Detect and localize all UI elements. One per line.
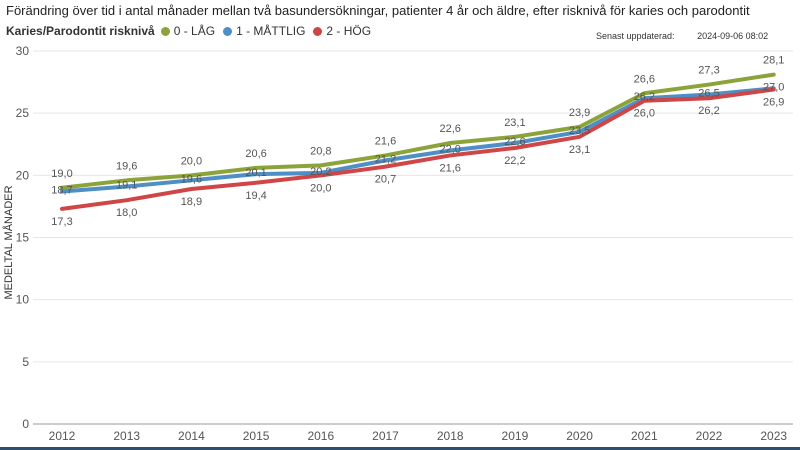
data-label: 20,0 <box>181 155 202 167</box>
data-label: 22,0 <box>439 143 460 155</box>
y-tick-label: 0 <box>22 417 29 431</box>
data-label: 21,2 <box>375 153 396 165</box>
last-updated-timestamp: 2024-09-06 08:02 <box>697 31 769 41</box>
y-tick-label: 10 <box>16 293 30 307</box>
data-label: 26,5 <box>698 88 719 100</box>
data-label: 27,0 <box>763 81 784 93</box>
x-tick-label: 2021 <box>631 429 658 443</box>
x-tick-label: 2018 <box>437 429 464 443</box>
data-label: 27,3 <box>698 65 719 77</box>
data-label: 20,6 <box>245 148 266 160</box>
data-label: 20,0 <box>310 182 331 194</box>
x-tick-label: 2013 <box>113 429 140 443</box>
data-label: 19,0 <box>51 168 72 180</box>
data-label: 23,5 <box>569 125 590 137</box>
data-label: 26,2 <box>634 91 655 103</box>
legend-item-lag[interactable]: 0 - LÅG <box>160 24 216 38</box>
bottom-divider <box>0 447 800 450</box>
last-updated-label: Senast uppdaterad: <box>596 31 675 41</box>
legend-label: 1 - MÅTTLIG <box>236 24 306 38</box>
data-label: 22,6 <box>504 136 525 148</box>
data-label: 17,3 <box>51 216 72 228</box>
y-axis-title: MEDELTAL MÅNADER <box>2 185 15 299</box>
data-label: 26,0 <box>634 108 655 120</box>
data-label: 19,1 <box>116 180 137 192</box>
data-label: 19,6 <box>116 160 137 172</box>
legend-title: Karies/Parodontit risknivå <box>6 24 155 38</box>
series-line-0[interactable] <box>60 72 776 190</box>
legend-label: 0 - LÅG <box>173 24 216 38</box>
x-tick-label: 2020 <box>566 429 593 443</box>
legend-dot-icon <box>223 26 233 36</box>
data-label: 28,1 <box>763 55 784 67</box>
x-tick-label: 2023 <box>760 429 787 443</box>
data-label: 19,6 <box>181 173 202 185</box>
data-label: 23,1 <box>569 144 590 156</box>
y-tick-label: 25 <box>16 106 30 120</box>
data-label: 18,7 <box>51 184 72 196</box>
data-label: 21,6 <box>439 162 460 174</box>
data-label: 26,6 <box>634 73 655 85</box>
x-tick-label: 2017 <box>372 429 399 443</box>
y-tick-label: 15 <box>16 231 30 245</box>
x-tick-label: 2016 <box>307 429 334 443</box>
legend-dot-icon <box>313 26 323 36</box>
legend-label: 2 - HÖG <box>326 24 372 38</box>
series-line-2[interactable] <box>60 87 776 211</box>
data-label: 20,7 <box>375 174 396 186</box>
x-tick-label: 2012 <box>49 429 76 443</box>
data-label: 26,2 <box>698 105 719 117</box>
x-tick-label: 2014 <box>178 429 205 443</box>
data-label: 20,1 <box>245 167 266 179</box>
x-tick-label: 2022 <box>696 429 723 443</box>
y-tick-label: 20 <box>16 168 30 182</box>
last-updated: Senast uppdaterad: 2024-09-06 08:02 <box>596 31 768 41</box>
x-tick-label: 2015 <box>243 429 270 443</box>
data-label: 22,6 <box>439 123 460 135</box>
data-label: 26,9 <box>763 97 784 109</box>
legend-item-mattlig[interactable]: 1 - MÅTTLIG <box>223 24 305 38</box>
y-tick-label: 30 <box>16 44 30 58</box>
data-label: 21,6 <box>375 135 396 147</box>
data-label: 20,8 <box>310 145 331 157</box>
series-line-1[interactable] <box>60 86 776 194</box>
legend-item-hog[interactable]: 2 - HÖG <box>313 24 371 38</box>
legend: Karies/Parodontit risknivå 0 - LÅG 1 - M… <box>6 24 379 38</box>
legend-dot-icon <box>160 26 170 36</box>
data-label: 18,0 <box>116 207 137 219</box>
data-label: 19,4 <box>245 190 266 202</box>
y-tick-label: 5 <box>22 355 29 369</box>
data-label: 18,9 <box>181 196 202 208</box>
chart-title: Förändring över tid i antal månader mell… <box>6 3 750 18</box>
data-label: 23,9 <box>569 107 590 119</box>
data-label: 22,2 <box>504 155 525 167</box>
data-label: 20,2 <box>310 166 331 178</box>
x-tick-label: 2019 <box>502 429 529 443</box>
data-label: 23,1 <box>504 117 525 129</box>
